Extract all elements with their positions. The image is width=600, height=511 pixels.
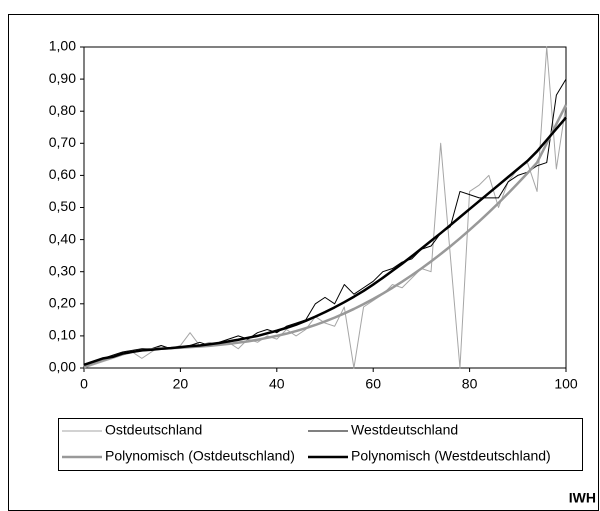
legend-label: Polynomisch (Westdeutschland)	[351, 448, 551, 464]
x-tick-label: 20	[173, 376, 189, 392]
x-tick-label: 60	[365, 376, 381, 392]
x-tick-label: 100	[554, 376, 578, 392]
y-tick-label: 0,80	[49, 102, 76, 118]
y-tick-label: 1,00	[49, 38, 76, 54]
x-tick-label: 80	[462, 376, 478, 392]
source-label: IWH	[569, 490, 596, 506]
y-tick-label: 0,40	[49, 230, 76, 246]
legend-label: Ostdeutschland	[105, 422, 202, 438]
series-line	[83, 78, 567, 366]
y-tick-label: 0,70	[49, 134, 76, 150]
y-tick-label: 0,90	[49, 70, 76, 86]
y-tick-label: 0,30	[49, 262, 76, 278]
series-line	[83, 116, 567, 366]
legend-box	[58, 418, 583, 471]
legend-label: Polynomisch (Ostdeutschland)	[105, 448, 295, 464]
x-tick-label: 0	[80, 376, 88, 392]
y-tick-label: 0,00	[49, 359, 76, 375]
y-tick-label: 0,60	[49, 166, 76, 182]
y-tick-label: 0,50	[49, 198, 76, 214]
y-tick-label: 0,10	[49, 327, 76, 343]
y-tick-label: 0,20	[49, 295, 76, 311]
x-tick-label: 40	[269, 376, 285, 392]
legend-label: Westdeutschland	[351, 422, 458, 438]
